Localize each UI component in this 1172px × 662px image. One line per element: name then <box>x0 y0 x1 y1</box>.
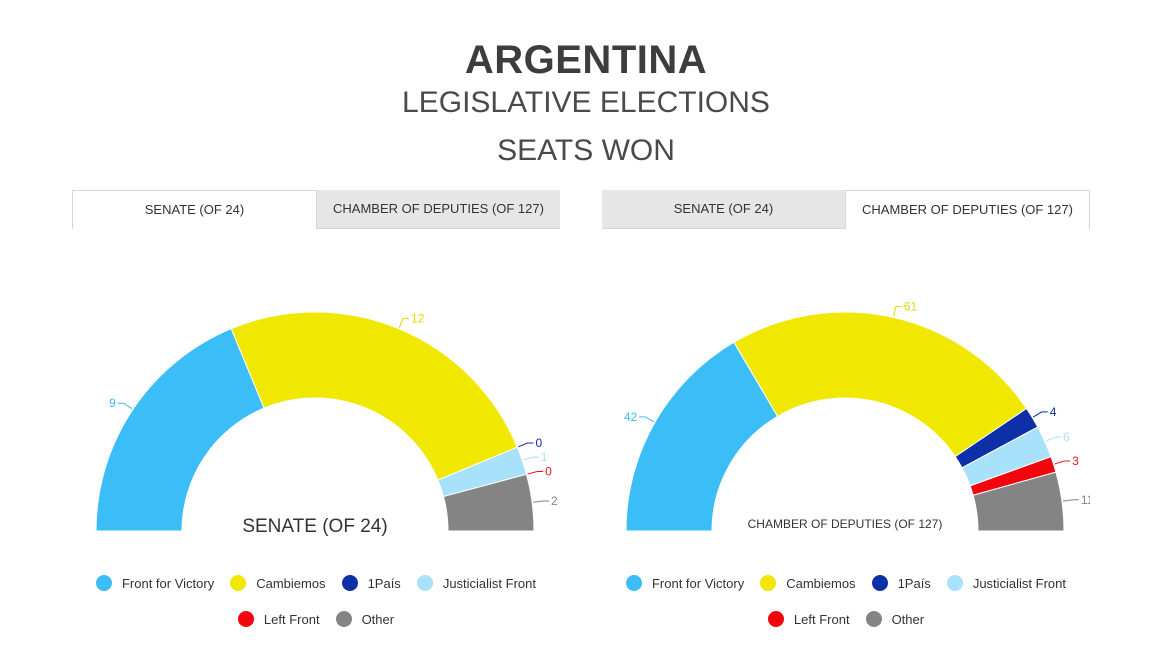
legend-label: 1País <box>367 575 401 591</box>
tab-senate[interactable]: SENATE (OF 24) <box>602 190 845 229</box>
data-label-connector <box>533 500 550 503</box>
tab-chamber-of-deputies[interactable]: CHAMBER OF DEPUTIES (OF 127) <box>317 190 560 229</box>
legend-row: Front for Victory Cambiemos 1País Justic… <box>72 565 560 601</box>
legend-label: Justicialist Front <box>972 575 1067 591</box>
page-subtitle-seats: SEATS WON <box>497 134 675 167</box>
data-label-connector <box>398 318 410 328</box>
legend-swatch <box>946 575 963 591</box>
chart-legend: Front for Victory Cambiemos 1País Justic… <box>602 565 1090 637</box>
slice-front-for-victory[interactable] <box>95 328 265 532</box>
legend-swatch <box>237 611 254 627</box>
senate-semi-donut-chart: SENATE (OF 24) 9 12 010 2 <box>95 311 558 537</box>
data-label-connector <box>1062 499 1079 502</box>
legend-item-1pais[interactable]: 1País <box>341 575 401 591</box>
chamber-tabs: SENATE (OF 24) CHAMBER OF DEPUTIES (OF 1… <box>602 190 1090 229</box>
data-label-left-front: 3 <box>1072 454 1079 468</box>
chart-legend: Front for Victory Cambiemos 1País Justic… <box>72 565 560 637</box>
legend-swatch <box>230 575 247 591</box>
legend-swatch <box>416 575 433 591</box>
legend-item-left-front[interactable]: Left Front <box>237 611 320 627</box>
chamber-tabs: SENATE (OF 24) CHAMBER OF DEPUTIES (OF 1… <box>72 190 560 229</box>
deputies-semi-donut-chart: CHAMBER OF DEPUTIES (OF 127) 42 61 463 11 <box>624 300 1090 532</box>
legend-label: Cambiemos <box>256 575 326 591</box>
senate-panel: SENATE (OF 24) CHAMBER OF DEPUTIES (OF 1… <box>72 190 560 640</box>
legend-row: Front for Victory Cambiemos 1País Justic… <box>602 565 1090 601</box>
legend-swatch <box>871 575 888 591</box>
legend-swatch <box>865 611 882 627</box>
data-label-front-for-victory: 9 <box>109 396 116 410</box>
legend-item-other[interactable]: Other <box>865 611 925 627</box>
legend-item-cambiemos[interactable]: Cambiemos <box>230 575 326 591</box>
legend-item-front-for-victory[interactable]: Front for Victory <box>95 575 215 591</box>
slice-cambiemos[interactable] <box>230 311 518 481</box>
slice-cambiemos[interactable] <box>733 311 1028 458</box>
page-subtitle: LEGISLATIVE ELECTIONS <box>402 86 770 119</box>
deputies-panel: SENATE (OF 24) CHAMBER OF DEPUTIES (OF 1… <box>602 190 1090 640</box>
data-label-1pa-s: 0 <box>535 436 542 450</box>
data-label-justicialist-front: 1 <box>541 450 548 464</box>
legend-row: Left Front Other <box>602 601 1090 637</box>
tab-senate[interactable]: SENATE (OF 24) <box>72 190 317 229</box>
chart-center-label: SENATE (OF 24) <box>242 516 387 537</box>
legend-swatch <box>341 575 358 591</box>
data-label-connector <box>1032 411 1048 418</box>
data-label-front-for-victory: 42 <box>624 410 638 424</box>
data-label-connector <box>639 416 655 423</box>
legend-item-other[interactable]: Other <box>335 611 395 627</box>
data-label-other: 11 <box>1081 493 1090 507</box>
legend-item-justicialist-front[interactable]: Justicialist Front <box>416 575 537 591</box>
legend-swatch <box>760 575 777 591</box>
slice-other[interactable] <box>442 473 535 532</box>
legend-label: Left Front <box>263 611 320 627</box>
data-label-connector <box>518 442 534 448</box>
legend-item-left-front[interactable]: Left Front <box>767 611 850 627</box>
legend-label: Left Front <box>793 611 850 627</box>
data-label-connector <box>1054 460 1071 465</box>
legend-label: Other <box>891 611 925 627</box>
data-label-connector <box>117 402 133 410</box>
legend-item-1pais[interactable]: 1País <box>871 575 931 591</box>
legend-swatch <box>335 611 352 627</box>
data-label-connector <box>893 306 902 317</box>
legend-row: Left Front Other <box>72 601 560 637</box>
legend-label: Front for Victory <box>651 575 745 591</box>
data-label-connector <box>527 470 544 475</box>
legend-item-cambiemos[interactable]: Cambiemos <box>760 575 856 591</box>
tab-chamber-of-deputies[interactable]: CHAMBER OF DEPUTIES (OF 127) <box>845 190 1090 229</box>
data-label-1pa-s: 4 <box>1050 405 1057 419</box>
chart-center-label: CHAMBER OF DEPUTIES (OF 127) <box>748 517 943 531</box>
legend-label: 1País <box>897 575 931 591</box>
data-label-connector <box>1045 436 1061 442</box>
data-label-cambiemos: 61 <box>904 300 918 314</box>
page-title: ARGENTINA <box>464 38 708 82</box>
legend-item-justicialist-front[interactable]: Justicialist Front <box>946 575 1067 591</box>
data-label-left-front: 0 <box>545 464 552 478</box>
data-label-justicialist-front: 6 <box>1063 430 1070 444</box>
data-label-cambiemos: 12 <box>411 312 425 326</box>
legend-label: Cambiemos <box>786 575 856 591</box>
data-label-connector <box>523 456 539 461</box>
legend-swatch <box>767 611 784 627</box>
legend-swatch <box>95 575 112 591</box>
legend-label: Justicialist Front <box>442 575 537 591</box>
legend-label: Front for Victory <box>121 575 215 591</box>
legend-item-front-for-victory[interactable]: Front for Victory <box>625 575 745 591</box>
legend-swatch <box>625 575 642 591</box>
slice-other[interactable] <box>972 471 1065 532</box>
data-label-other: 2 <box>551 494 558 508</box>
legend-label: Other <box>361 611 395 627</box>
